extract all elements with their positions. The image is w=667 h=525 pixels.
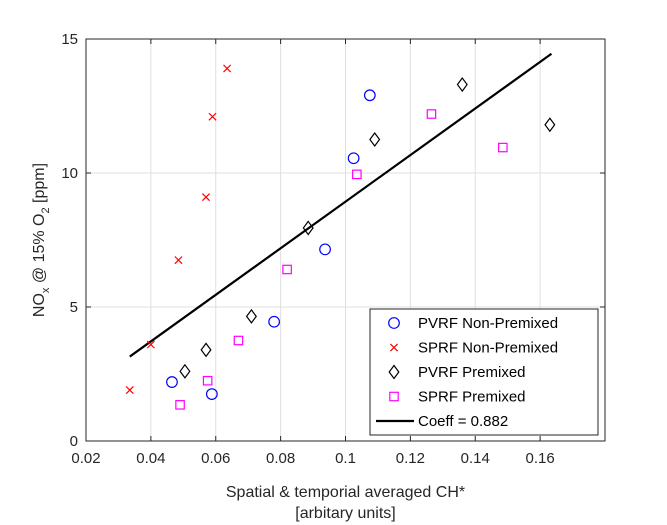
data-point-diamond	[179, 363, 191, 379]
y-axis-label: NOx @ 15% O2 [ppm]	[31, 163, 52, 317]
data-point-square	[352, 169, 362, 180]
y-tick-label: 10	[61, 165, 78, 182]
data-point-circle	[347, 152, 360, 165]
data-point-diamond	[544, 117, 556, 133]
y-tick-label: 15	[61, 31, 78, 48]
data-layer	[125, 52, 556, 410]
legend: PVRF Non-Premixed SPRF Non-Premixed PVRF P…	[369, 308, 599, 436]
legend-marker-square	[389, 391, 399, 402]
data-point-circle	[205, 388, 218, 401]
legend-entry-label: SPRF Premixed	[418, 389, 526, 406]
regression-line	[129, 52, 553, 358]
legend-box	[369, 308, 599, 436]
data-point-diamond	[245, 308, 257, 324]
legend-marker-diamond	[388, 364, 400, 380]
legend-entry-label: Coeff = 0.882	[418, 413, 508, 430]
data-point-square	[282, 264, 292, 275]
data-point-square	[175, 400, 185, 410]
data-point-square	[498, 142, 508, 153]
x-tick-label: 0.02	[71, 450, 100, 467]
data-point-circle	[319, 243, 331, 256]
x-tick-label: 0.06	[201, 450, 230, 467]
x-tick-label: 0.1	[335, 450, 356, 467]
legend-marker-circle	[388, 317, 400, 329]
data-point-circle	[166, 376, 178, 388]
y-tick-label: 0	[70, 433, 78, 450]
data-point-x	[223, 64, 232, 73]
y-tick-label: 5	[70, 299, 78, 316]
data-point-x	[201, 193, 211, 202]
legend-entry-label: PVRF Non-Premixed	[418, 315, 558, 332]
data-point-x	[208, 112, 217, 121]
data-point-square	[202, 375, 213, 386]
data-point-circle	[268, 315, 281, 328]
data-point-square	[233, 335, 244, 346]
data-point-diamond	[369, 131, 381, 148]
data-point-x	[146, 340, 155, 349]
data-point-x	[125, 386, 134, 395]
data-point-diamond	[200, 342, 212, 358]
x-tick-label: 0.16	[526, 450, 555, 467]
legend-marker-x	[389, 343, 399, 352]
x-tick-label: 0.14	[461, 450, 490, 467]
data-point-diamond	[456, 77, 468, 93]
data-point-x	[174, 256, 183, 265]
axis-ticks: 0.02 0.04 0.06 0.08 0.1 0.12 0.14 0.16 0 5 10 15	[61, 31, 605, 467]
legend-entry-label: PVRF Premixed	[418, 364, 526, 381]
x-tick-label: 0.08	[266, 450, 295, 467]
x-tick-label: 0.04	[136, 450, 165, 467]
x-axis-label-line2: [arbitary units]	[295, 505, 395, 522]
data-point-circle	[363, 89, 376, 102]
data-point-diamond	[302, 220, 314, 236]
x-tick-label: 0.12	[396, 450, 425, 467]
legend-entry-label: SPRF Non-Premixed	[418, 340, 558, 357]
x-axis-label-line1: Spatial & temporial averaged CH*	[226, 484, 465, 501]
data-point-square	[426, 109, 437, 119]
